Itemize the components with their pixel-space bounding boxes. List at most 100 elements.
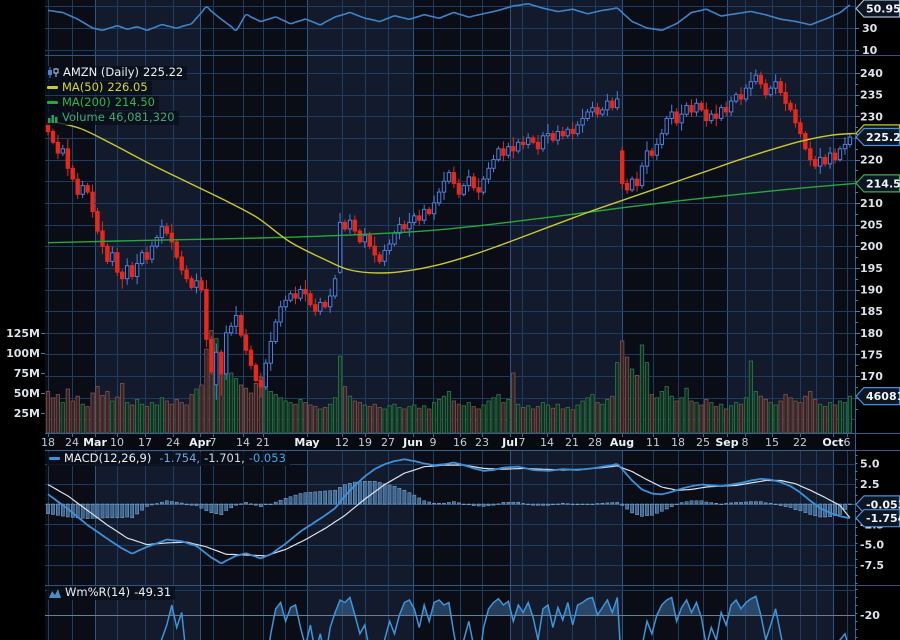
volume-bar	[75, 395, 80, 433]
macd-histogram-bar	[219, 503, 224, 515]
macd-histogram-bar	[783, 503, 788, 507]
volume-bar	[372, 403, 377, 433]
legend-symbol-row[interactable]: AMZN (Daily) 225.22	[45, 66, 188, 80]
macd-histogram-bar	[407, 492, 412, 505]
volume-bar	[818, 403, 823, 433]
candle-body	[481, 178, 486, 193]
volume-bar	[100, 394, 105, 433]
macd-axis-label: 5.0	[860, 458, 880, 471]
axis-badge: 225.22	[855, 127, 900, 147]
volume-bar	[560, 408, 565, 433]
macd-histogram-bar	[51, 503, 55, 515]
candle-body	[303, 289, 308, 295]
top-axis-label: 30	[862, 22, 878, 35]
candle-body	[634, 178, 640, 187]
volume-bar	[65, 388, 70, 433]
legend-ma50-row[interactable]: MA(50) 226.05	[45, 81, 152, 95]
volume-bar	[837, 400, 843, 433]
macd-histogram-bar	[283, 498, 288, 505]
macd-histogram-bar	[303, 492, 308, 505]
legend-volume-row[interactable]: Volume 46,081,320	[45, 111, 179, 125]
legend-macd-row[interactable]: MACD(12,26,9) -1.754, -1.701, -0.053	[47, 452, 290, 466]
macd-histogram-bar	[655, 503, 659, 514]
date-label: 7	[519, 436, 526, 449]
macd-histogram-bar	[570, 503, 575, 505]
macd-histogram-bar	[734, 502, 738, 505]
volume-bar	[85, 406, 90, 433]
macd-histogram-bar	[194, 503, 199, 506]
candle-body	[709, 113, 714, 122]
volume-bar	[768, 402, 773, 433]
volume-bar	[387, 405, 392, 433]
month-band	[727, 0, 833, 640]
volume-bar	[590, 394, 595, 433]
volume-bar	[644, 362, 650, 433]
legend-ma200-row[interactable]: MA(200) 214.50	[45, 96, 159, 110]
candle-body	[719, 107, 724, 119]
volume-bar	[50, 397, 56, 433]
candle-body	[55, 141, 61, 154]
candle-body	[268, 341, 274, 364]
macd-histogram-bar	[239, 503, 243, 505]
macd-histogram-bar	[353, 481, 357, 505]
volume-bar	[521, 406, 526, 433]
volume-bar	[491, 397, 496, 433]
macd-histogram-bar	[471, 503, 476, 506]
candle-body	[595, 107, 600, 115]
macd-histogram-bar	[452, 501, 456, 505]
volume-bar	[714, 406, 719, 433]
candle-body	[105, 245, 110, 262]
candle-body	[763, 83, 768, 96]
volume-bar	[357, 402, 363, 433]
macd-histogram-bar	[749, 501, 753, 505]
date-label: 10	[110, 436, 124, 449]
volume-bar	[610, 395, 615, 433]
price-axis-label: 235	[860, 89, 883, 102]
macd-hist-value: -0.053	[248, 451, 286, 465]
volume-bar	[828, 402, 833, 433]
macd-histogram-bar	[793, 503, 798, 510]
candle-body	[837, 148, 843, 161]
macd-histogram-bar	[328, 490, 333, 505]
candle-body	[377, 254, 382, 262]
volume-bar	[144, 406, 150, 433]
month-band	[510, 0, 622, 640]
volume-bar	[709, 402, 714, 433]
volume-bar	[328, 403, 333, 433]
volume-axis-label: 25M	[14, 407, 40, 420]
macd-histogram-bar	[486, 503, 491, 507]
candlestick-icon	[47, 67, 59, 78]
candle-body	[629, 178, 635, 191]
macd-axis-label: -5.0	[860, 539, 884, 552]
volume-bar	[704, 398, 709, 433]
volume-bar	[125, 402, 130, 433]
legend-wpr-row[interactable]: Wm%R(14) -49.31	[47, 586, 176, 600]
macd-histogram-bar	[491, 503, 496, 506]
volume-bar	[545, 404, 551, 433]
candle-body	[100, 230, 105, 247]
ma50-label: MA(50)	[62, 80, 104, 94]
candle-body	[659, 133, 664, 145]
candle-body	[674, 111, 679, 124]
candle-body	[233, 315, 239, 327]
volume-bar	[80, 403, 85, 433]
volume-bar	[402, 408, 407, 433]
volume-bar	[516, 403, 521, 433]
candle-body	[293, 293, 298, 299]
candle-body	[847, 136, 853, 146]
grid-lines	[45, 0, 855, 640]
macd-histogram-bar	[209, 503, 214, 513]
date-label: 24	[166, 436, 180, 449]
macd-histogram-bar	[803, 503, 808, 513]
volume-bar	[303, 402, 308, 433]
volume-bar	[308, 404, 313, 433]
candle-body	[431, 202, 437, 215]
macd-histogram-bar	[694, 500, 699, 505]
candle-body	[768, 87, 773, 96]
volume-bar	[763, 398, 768, 433]
candle-body	[818, 156, 823, 167]
macd-signal-value: -1.701,	[204, 451, 245, 465]
price-axis-label: 170	[860, 370, 883, 383]
